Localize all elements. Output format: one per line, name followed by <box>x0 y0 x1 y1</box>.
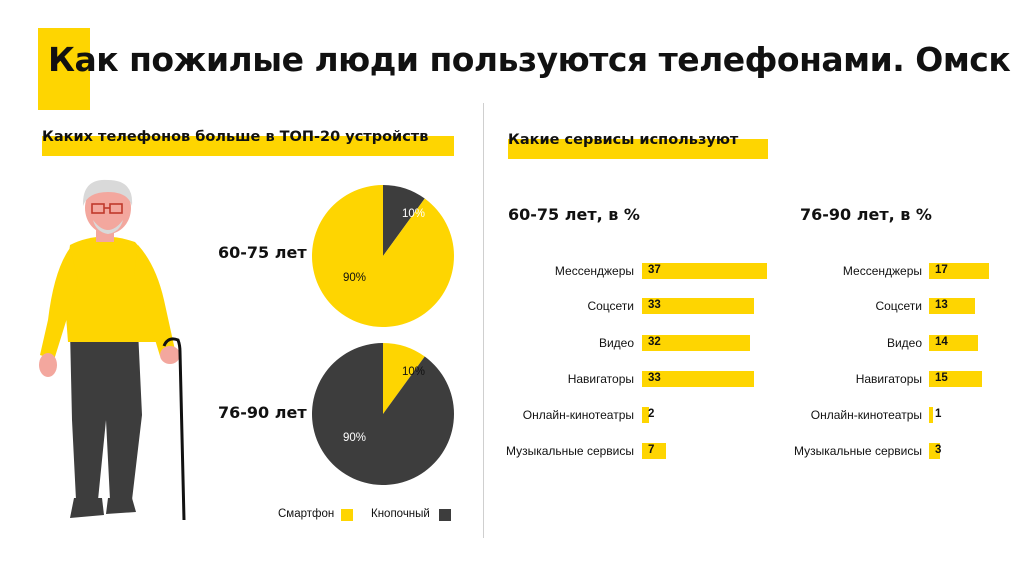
pie-slice-feature-phone <box>383 185 425 256</box>
pie1-age-label: 60-75 лет <box>218 243 307 262</box>
bar-group-title-76-90: 76-90 лет, в % <box>800 205 932 224</box>
bar-category-label: Мессенджеры <box>554 264 634 278</box>
legend-smartphone-label: Смартфон <box>278 508 335 520</box>
bar-category-label: Видео <box>598 336 634 350</box>
bar-category-label: Навигаторы <box>567 372 634 386</box>
title-highlight <box>38 28 90 110</box>
bar <box>929 407 933 423</box>
bar-group-title-60-75: 60-75 лет, в % <box>508 205 640 224</box>
bar-value-label: 33 <box>648 299 661 311</box>
bar-value-label: 37 <box>648 264 661 276</box>
right-subtitle: Какие сервисы используют <box>508 132 739 148</box>
bar-value-label: 33 <box>648 372 661 384</box>
elderly-man-illustration <box>39 179 186 521</box>
right-subtitle-highlight <box>508 139 768 159</box>
bar <box>929 335 978 351</box>
bar <box>929 443 940 459</box>
bar-category-label: Соцсети <box>587 299 634 313</box>
bar <box>642 263 768 279</box>
bar <box>642 298 754 314</box>
bar-category-label: Видео <box>886 336 922 350</box>
bar-value-label: 7 <box>648 444 655 456</box>
pie-slice-label: 10% <box>402 208 425 220</box>
pie-chart-76-90: 10% 90% <box>312 343 454 485</box>
pie-slice-label: 90% <box>343 432 366 444</box>
pie-slice-feature-phone <box>312 343 454 485</box>
bar-value-label: 17 <box>935 264 948 276</box>
page-title: Как пожилые люди пользуются телефонами. … <box>48 40 1011 79</box>
bar-value-label: 15 <box>935 372 948 384</box>
pie-slice-smartphone <box>383 343 425 414</box>
bar <box>929 263 989 279</box>
bar-value-label: 2 <box>648 408 655 420</box>
bar-category-label: Мессенджеры <box>842 264 922 278</box>
bar-value-label: 13 <box>935 299 948 311</box>
pie-slice-label: 10% <box>402 366 425 378</box>
bar-category-label: Онлайн-кинотеатры <box>522 408 634 422</box>
pie-slice-label: 90% <box>343 272 366 284</box>
bar-value-label: 1 <box>935 408 942 420</box>
pie2-age-label: 76-90 лет <box>218 403 307 422</box>
bar-value-label: 14 <box>935 336 948 348</box>
pie-chart-60-75: 90% 10% <box>312 185 454 327</box>
left-subtitle-highlight <box>42 136 454 156</box>
bar <box>929 371 982 387</box>
bar <box>642 407 649 423</box>
bar-category-label: Навигаторы <box>855 372 922 386</box>
divider <box>483 103 484 538</box>
bar-category-label: Соцсети <box>875 299 922 313</box>
bar <box>929 298 975 314</box>
bar-category-label: Музыкальные сервисы <box>505 444 634 458</box>
bar <box>642 443 666 459</box>
legend-feature-phone-swatch <box>439 509 451 521</box>
bar <box>642 371 754 387</box>
bar-category-label: Музыкальные сервисы <box>793 444 922 458</box>
legend-smartphone-swatch <box>341 509 353 521</box>
left-subtitle: Каких телефонов больше в ТОП-20 устройст… <box>42 129 429 145</box>
bar-value-label: 3 <box>935 444 942 456</box>
pie-slice-smartphone <box>312 185 454 327</box>
legend-feature-phone-label: Кнопочный <box>371 508 430 520</box>
bar-category-label: Онлайн-кинотеатры <box>810 408 922 422</box>
bar-value-label: 32 <box>648 336 661 348</box>
bar <box>642 335 751 351</box>
